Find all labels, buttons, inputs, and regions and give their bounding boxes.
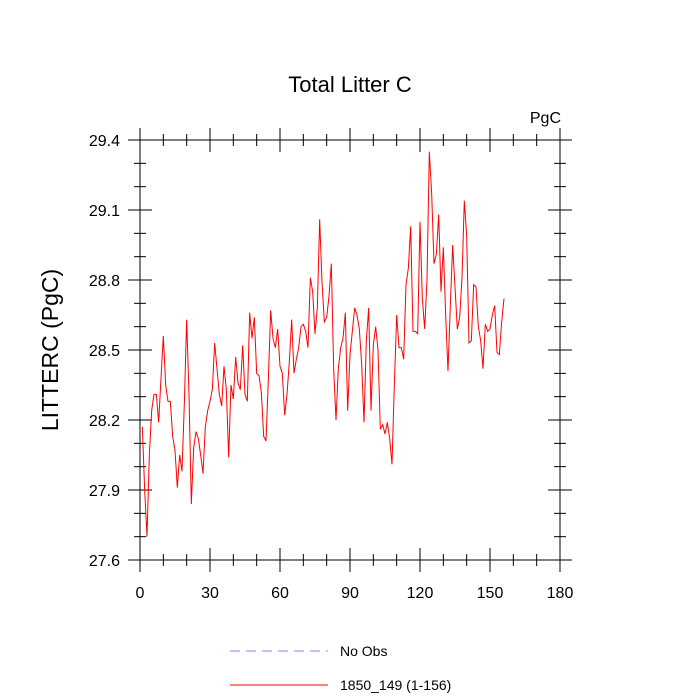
y-tick-label: 28.8 [89,273,120,290]
x-tick-label: 60 [271,585,289,602]
axis-ticks [128,128,572,572]
x-tick-label: 90 [341,585,359,602]
chart-title: Total Litter C [288,72,412,97]
x-tick-label: 150 [477,585,504,602]
y-tick-label: 27.6 [89,553,120,570]
y-tick-label: 29.4 [89,133,120,150]
series-line [141,151,505,537]
legend-label-no-obs: No Obs [340,643,387,659]
x-tick-label: 0 [136,585,145,602]
axis-tick-labels: 0 30 60 90 120 150 180 27.6 27.9 28.2 28.5 28.8 29.1… [89,133,574,602]
series-group [141,151,505,537]
y-tick-label: 28.5 [89,343,120,360]
x-tick-label: 120 [407,585,434,602]
y-tick-label: 27.9 [89,483,120,500]
legend-label-series: 1850_149 (1-156) [340,677,451,693]
y-tick-label: 29.1 [89,203,120,220]
x-tick-label: 30 [201,585,219,602]
units-label: PgC [530,110,561,127]
legend: No Obs 1850_149 (1-156) [230,643,451,693]
y-axis-label: LITTERC (PgC) [37,269,63,431]
y-tick-label: 28.2 [89,413,120,430]
x-tick-label: 180 [547,585,574,602]
